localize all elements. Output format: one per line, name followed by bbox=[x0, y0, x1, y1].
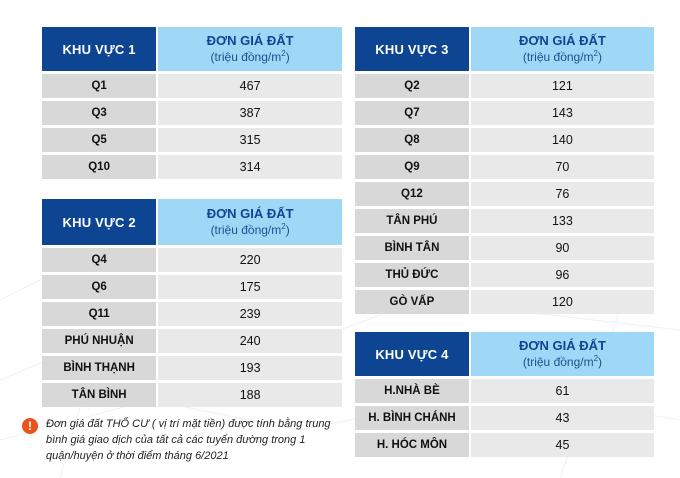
price-header: ĐƠN GIÁ ĐẤT (triệu đồng/m2) bbox=[468, 27, 654, 71]
price-value: 140 bbox=[468, 125, 654, 152]
district-name: Q4 bbox=[42, 245, 157, 272]
table-row: Q10 314 bbox=[42, 152, 342, 179]
exclamation-icon: ! bbox=[22, 418, 38, 434]
price-header-title: ĐƠN GIÁ ĐẤT bbox=[206, 206, 294, 221]
price-value: 96 bbox=[468, 260, 654, 287]
table-row: BÌNH TÂN 90 bbox=[355, 233, 654, 260]
district-name: Q6 bbox=[42, 272, 157, 299]
price-value: 175 bbox=[156, 272, 342, 299]
table-row: Q9 70 bbox=[355, 152, 654, 179]
price-value: 143 bbox=[468, 98, 654, 125]
district-name: PHÚ NHUẬN bbox=[42, 326, 157, 353]
price-header-unit: (triệu đồng/m2) bbox=[522, 354, 603, 370]
district-name: H. BÌNH CHÁNH bbox=[355, 403, 469, 430]
region-3-table: KHU VỰC 3 ĐƠN GIÁ ĐẤT (triệu đồng/m2) Q2… bbox=[355, 27, 654, 314]
price-value: 43 bbox=[468, 403, 654, 430]
region-2-table: KHU VỰC 2 ĐƠN GIÁ ĐẤT (triệu đồng/m2) Q4… bbox=[42, 199, 342, 407]
price-header-unit: (triệu đồng/m2) bbox=[522, 49, 602, 65]
region-header: KHU VỰC 4 bbox=[355, 332, 469, 376]
price-value: 76 bbox=[468, 179, 654, 206]
table-row: THỦ ĐỨC 96 bbox=[355, 260, 654, 287]
price-value: 45 bbox=[468, 430, 654, 457]
region-header: KHU VỰC 2 bbox=[42, 199, 157, 245]
price-header-unit: (triệu đồng/m2) bbox=[210, 222, 290, 238]
price-header: ĐƠN GIÁ ĐẤT (triệu đồng/m2) bbox=[156, 27, 342, 71]
price-value: 315 bbox=[156, 125, 342, 152]
table-row: Q11 239 bbox=[42, 299, 342, 326]
region-4-table: KHU VỰC 4 ĐƠN GIÁ ĐẤT (triệu đồng/m2) H.… bbox=[355, 332, 654, 457]
table-row: Q7 143 bbox=[355, 98, 654, 125]
district-name: Q1 bbox=[42, 71, 157, 98]
region-1-table: KHU VỰC 1 ĐƠN GIÁ ĐẤT (triệu đồng/m2) Q1… bbox=[42, 27, 342, 179]
table-row: H.NHÀ BÈ 61 bbox=[355, 376, 654, 403]
price-value: 193 bbox=[156, 353, 342, 380]
price-value: 314 bbox=[156, 152, 342, 179]
price-value: 133 bbox=[468, 206, 654, 233]
price-value: 120 bbox=[468, 287, 654, 314]
table-row: TÂN BÌNH 188 bbox=[42, 380, 342, 407]
table-row: PHÚ NHUẬN 240 bbox=[42, 326, 342, 353]
table-row: Q4 220 bbox=[42, 245, 342, 272]
table-row: Q1 467 bbox=[42, 71, 342, 98]
district-name: BÌNH THẠNH bbox=[42, 353, 157, 380]
district-name: TÂN PHÚ bbox=[355, 206, 469, 233]
district-name: Q7 bbox=[355, 98, 469, 125]
price-header-title: ĐƠN GIÁ ĐẤT bbox=[206, 33, 294, 48]
district-name: THỦ ĐỨC bbox=[355, 260, 469, 287]
price-value: 387 bbox=[156, 98, 342, 125]
table-row: Q5 315 bbox=[42, 125, 342, 152]
price-header: ĐƠN GIÁ ĐẤT (triệu đồng/m2) bbox=[156, 199, 342, 245]
table-row: Q8 140 bbox=[355, 125, 654, 152]
district-name: Q2 bbox=[355, 71, 469, 98]
district-name: BÌNH TÂN bbox=[355, 233, 469, 260]
district-name: H. HÓC MÔN bbox=[355, 430, 469, 457]
table-row: Q3 387 bbox=[42, 98, 342, 125]
price-value: 121 bbox=[468, 71, 654, 98]
price-header-title: ĐƠN GIÁ ĐẤT bbox=[519, 338, 606, 353]
district-name: GÒ VẤP bbox=[355, 287, 469, 314]
price-value: 240 bbox=[156, 326, 342, 353]
district-name: Q10 bbox=[42, 152, 157, 179]
price-value: 90 bbox=[468, 233, 654, 260]
footnote-text: Đơn giá đất THỔ CƯ ( vị trí mặt tiền) đư… bbox=[46, 418, 331, 462]
district-name: H.NHÀ BÈ bbox=[355, 376, 469, 403]
table-row: H. HÓC MÔN 45 bbox=[355, 430, 654, 457]
district-name: Q12 bbox=[355, 179, 469, 206]
table-row: Q2 121 bbox=[355, 71, 654, 98]
table-row: TÂN PHÚ 133 bbox=[355, 206, 654, 233]
price-value: 220 bbox=[156, 245, 342, 272]
district-name: Q9 bbox=[355, 152, 469, 179]
table-row: GÒ VẤP 120 bbox=[355, 287, 654, 314]
price-header-title: ĐƠN GIÁ ĐẤT bbox=[518, 33, 606, 48]
price-value: 70 bbox=[468, 152, 654, 179]
price-header: ĐƠN GIÁ ĐẤT (triệu đồng/m2) bbox=[468, 332, 654, 376]
district-name: Q3 bbox=[42, 98, 157, 125]
table-row: Q12 76 bbox=[355, 179, 654, 206]
region-header: KHU VỰC 3 bbox=[355, 27, 469, 71]
price-value: 239 bbox=[156, 299, 342, 326]
district-name: TÂN BÌNH bbox=[42, 380, 157, 407]
price-value: 188 bbox=[156, 380, 342, 407]
table-row: H. BÌNH CHÁNH 43 bbox=[355, 403, 654, 430]
table-row: BÌNH THẠNH 193 bbox=[42, 353, 342, 380]
price-value: 61 bbox=[468, 376, 654, 403]
region-header: KHU VỰC 1 bbox=[42, 27, 157, 71]
district-name: Q8 bbox=[355, 125, 469, 152]
district-name: Q5 bbox=[42, 125, 157, 152]
district-name: Q11 bbox=[42, 299, 157, 326]
price-header-unit: (triệu đồng/m2) bbox=[210, 49, 290, 65]
table-row: Q6 175 bbox=[42, 272, 342, 299]
price-value: 467 bbox=[156, 71, 342, 98]
